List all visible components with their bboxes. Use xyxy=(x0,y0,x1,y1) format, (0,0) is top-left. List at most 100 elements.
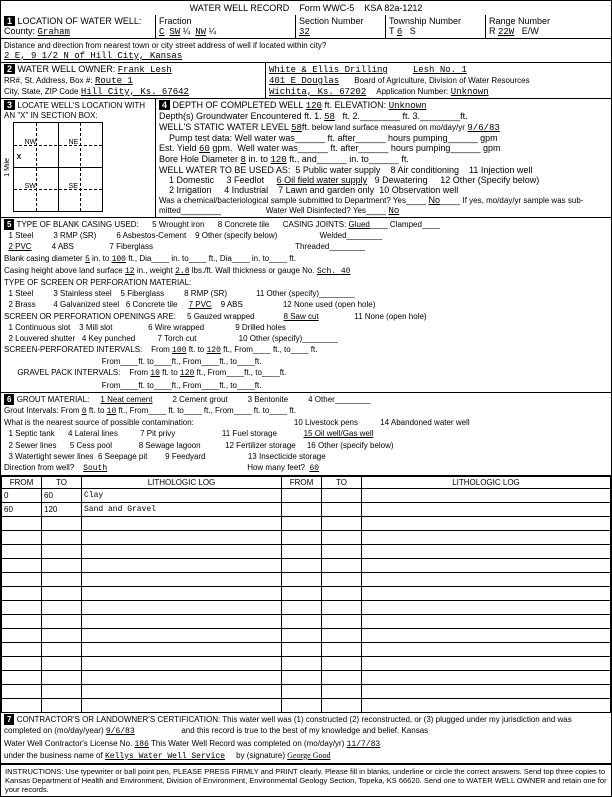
joints-glued: Glued xyxy=(349,220,370,229)
app-value: Unknown xyxy=(451,87,489,97)
bore-in: in. to xyxy=(248,154,268,164)
p8: 8 Sewage lagoon xyxy=(139,441,201,450)
sp1f: 100 xyxy=(172,346,186,355)
c8: 8 Concrete tile xyxy=(218,220,270,229)
p11: 11 Fuel storage xyxy=(222,429,277,438)
log-to-header: TO xyxy=(42,477,82,489)
yield-hrs: hours pumping xyxy=(391,143,451,153)
many-value: 60 xyxy=(309,464,319,473)
dir-label: Direction from well? xyxy=(4,463,74,472)
pump-after: ft. after xyxy=(327,133,355,143)
g1: 1 Neat cement xyxy=(100,395,152,404)
threaded: Threaded xyxy=(295,242,329,251)
log-lith-header2: LITHOLOGIC LOG xyxy=(362,477,611,489)
rec-text: and this record is true to the best of m… xyxy=(181,726,428,735)
use7: 7 Lawn and garden only xyxy=(278,185,374,195)
c6: 6 Asbestos-Cement xyxy=(116,231,186,240)
yield-text: Well water was xyxy=(237,143,297,153)
section-2-row: 2 WATER WELL OWNER: Frank Lesh RR#, St. … xyxy=(1,63,611,99)
chem-text: Was a chemical/bacteriological sample su… xyxy=(159,196,406,205)
table-row xyxy=(2,699,611,713)
fraction-e: ¼ xyxy=(209,26,217,36)
table-row xyxy=(2,531,611,545)
screen-label: TYPE OF SCREEN OR PERFORATION MATERIAL: xyxy=(4,278,191,287)
p10: 10 Livestock pens xyxy=(294,418,358,427)
ft-label: ft. xyxy=(324,100,332,110)
chem-txt2: If yes, mo/day/yr sample was sub- xyxy=(463,196,584,205)
gi-ft2: ft., From xyxy=(204,406,234,415)
county-value: Graham xyxy=(38,27,70,37)
lithologic-log-section: FROM TO LITHOLOGIC LOG FROM TO LITHOLOGI… xyxy=(1,476,611,713)
blank-ft3: ft. xyxy=(289,254,296,263)
range-value: 22W xyxy=(498,27,514,37)
chem2: mitted xyxy=(159,206,181,215)
s4: 4 Galvanized steel xyxy=(53,300,119,309)
range-label: Range Number xyxy=(489,16,550,26)
p4: 4 Lateral lines xyxy=(68,429,118,438)
o9: 9 Drilled holes xyxy=(235,323,286,332)
use11: 11 Injection well xyxy=(469,165,532,175)
fraction-c: ¼ xyxy=(183,26,191,36)
table-row xyxy=(2,545,611,559)
log-from-header: FROM xyxy=(2,477,42,489)
rr-label: RR#, St. Address, Box #: xyxy=(4,76,92,85)
ne-label: NE xyxy=(69,139,79,146)
table-row xyxy=(2,685,611,699)
bore-value: 8 xyxy=(241,155,246,165)
sp-to2: ft., to xyxy=(273,345,291,354)
yield-value: 60 xyxy=(199,144,210,154)
x-marker: X xyxy=(17,154,22,161)
township-s: S xyxy=(410,26,416,36)
sec5-title: TYPE OF BLANK CASING USED: xyxy=(17,220,139,229)
s11: 11 Other (specify) xyxy=(256,289,319,298)
lithologic-log-table: FROM TO LITHOLOGIC LOG FROM TO LITHOLOGI… xyxy=(1,476,611,713)
gpm-label: gpm. xyxy=(212,143,232,153)
table-row xyxy=(2,615,611,629)
g2: 2 Cement grout xyxy=(172,395,227,404)
gp-label: GRAVEL PACK INTERVALS: xyxy=(17,368,120,377)
township-value: 6 xyxy=(397,27,402,37)
table-row xyxy=(2,601,611,615)
p7: 7 Pit privy xyxy=(140,429,175,438)
many-label: How many feet? xyxy=(247,463,305,472)
gw1-value: 58 xyxy=(324,112,335,122)
blank-in2: in. to xyxy=(171,254,188,263)
o1: 1 Continuous slot xyxy=(8,323,70,332)
sec4-num: 4 xyxy=(159,100,170,110)
section-1-row: 1 LOCATION OF WATER WELL: County: Graham… xyxy=(1,15,611,39)
p9: 9 Feedyard xyxy=(165,452,205,461)
sec1-title: LOCATION OF WATER WELL: xyxy=(18,16,142,26)
welded: Welded xyxy=(320,231,347,240)
c5: 5 Wrought iron xyxy=(152,220,204,229)
form-ksa: KSA 82a-1212 xyxy=(364,3,422,13)
p13: 13 Insecticide storage xyxy=(248,452,326,461)
fraction-d: NW xyxy=(195,27,206,37)
distance-row: Distance and direction from nearest town… xyxy=(1,39,611,63)
section-7-row: 7 CONTRACTOR'S OR LANDOWNER'S CERTIFICAT… xyxy=(1,713,611,764)
table-row xyxy=(2,629,611,643)
sec7-title: CONTRACTOR'S OR LANDOWNER'S CERTIFICATIO… xyxy=(17,715,572,724)
depth-value: 120 xyxy=(306,101,322,111)
pump-label: Pump test data: Well water was xyxy=(169,133,295,143)
p3: 3 Watertight sewer lines xyxy=(8,452,93,461)
s2: 2 Brass xyxy=(8,300,35,309)
fraction-a: C xyxy=(159,27,164,37)
sec6-title: GROUT MATERIAL: xyxy=(17,395,90,404)
form-page: WATER WELL RECORD Form WWC-5 KSA 82a-121… xyxy=(0,0,612,797)
county-label: County: xyxy=(4,26,35,36)
sp1t: 120 xyxy=(206,346,220,355)
s12: 12 None used (open hole) xyxy=(283,300,376,309)
rr-value: Route 1 xyxy=(95,76,133,86)
sp-to: ft. to xyxy=(189,345,205,354)
sp-ft2: ft. xyxy=(311,345,318,354)
gi-ft: ft., From xyxy=(119,406,149,415)
height-label: Casing height above land surface xyxy=(4,266,123,275)
addr2-value: 401 E Douglas xyxy=(269,76,339,86)
sec3-title: LOCATE WELL'S LOCATION WITH AN "X" IN SE… xyxy=(4,101,145,120)
gw-label: Depth(s) Groundwater Encountered xyxy=(159,111,302,121)
o10: 10 Other (specify) xyxy=(239,334,303,343)
p16: 16 Other (specify below) xyxy=(307,441,394,450)
sec2-title: WATER WELL OWNER: xyxy=(18,64,116,74)
s1: 1 Steel xyxy=(8,289,33,298)
sp-label: SCREEN-PERFORATED INTERVALS: xyxy=(4,345,142,354)
